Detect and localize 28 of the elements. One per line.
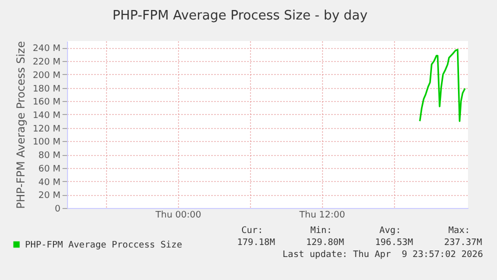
y-tick-label: 200 M bbox=[32, 70, 60, 81]
text: Cur: bbox=[241, 226, 263, 236]
y-axis-title: PHP-FPM Average Process Size bbox=[14, 40, 28, 209]
y-tick-label: 220 M bbox=[32, 58, 60, 68]
legend-label: PHP-FPM Average Proccess Size bbox=[25, 240, 182, 250]
y-tick-label: 0 bbox=[54, 204, 61, 214]
text: 237.37M bbox=[444, 238, 482, 248]
y-tick-label: 180 M bbox=[32, 84, 60, 94]
y-tick-label: 100 M bbox=[32, 138, 60, 148]
x-tick-label: Thu 12:00 bbox=[298, 210, 346, 220]
text: 179.18M bbox=[237, 238, 275, 248]
y-tick-label: 40 M bbox=[38, 178, 60, 188]
line-series bbox=[419, 48, 466, 122]
text: Last update: Thu Apr 9 23:57:02 2026 bbox=[282, 250, 483, 260]
text: 196.53M bbox=[375, 238, 413, 248]
y-tick-label: 20 M bbox=[38, 191, 60, 202]
y-tick-label: 60 M bbox=[38, 164, 60, 174]
y-tick-label: 160 M bbox=[32, 98, 60, 108]
y-tick-label: 120 M bbox=[32, 124, 60, 134]
x-tick-label: Thu 00:00 bbox=[154, 210, 202, 220]
y-tick-label: 240 M bbox=[32, 44, 60, 54]
y-tick-label: 80 M bbox=[38, 151, 60, 162]
chart-title: PHP-FPM Average Process Size - by day bbox=[112, 8, 368, 24]
y-tick-label: 140 M bbox=[32, 110, 60, 121]
text: Avg: bbox=[379, 226, 401, 236]
text: Min: bbox=[310, 226, 332, 236]
text: 129.80M bbox=[306, 238, 344, 248]
text: Max: bbox=[448, 226, 470, 236]
